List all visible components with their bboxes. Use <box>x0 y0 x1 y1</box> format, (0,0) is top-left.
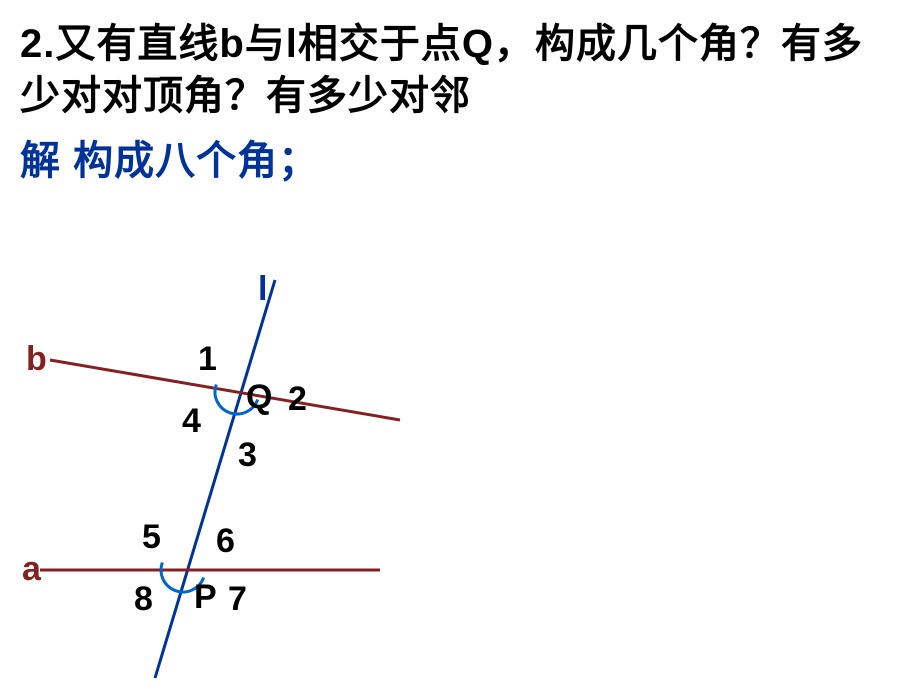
label-line-l: l <box>258 270 267 309</box>
answer-text: 解 构成八个角； <box>20 128 319 186</box>
angle-label-4: 4 <box>182 402 201 441</box>
label-point-P: P <box>194 578 217 617</box>
question-text: 2.又有直线b与l相交于点Q，构成几个角？有多少对对顶角？有多少对邻 <box>20 18 900 122</box>
label-point-Q: Q <box>246 378 272 417</box>
angle-label-5: 5 <box>142 518 161 557</box>
label-line-a: a <box>22 550 41 589</box>
label-line-b: b <box>26 340 47 379</box>
angle-label-6: 6 <box>216 522 235 561</box>
angle-label-8: 8 <box>134 580 153 619</box>
angle-label-2: 2 <box>288 380 307 419</box>
angle-label-3: 3 <box>238 436 257 475</box>
geometry-diagram: l b a Q P 1 2 3 4 5 6 7 8 <box>0 260 500 680</box>
angle-label-1: 1 <box>198 340 217 379</box>
angle-label-7: 7 <box>228 580 247 619</box>
